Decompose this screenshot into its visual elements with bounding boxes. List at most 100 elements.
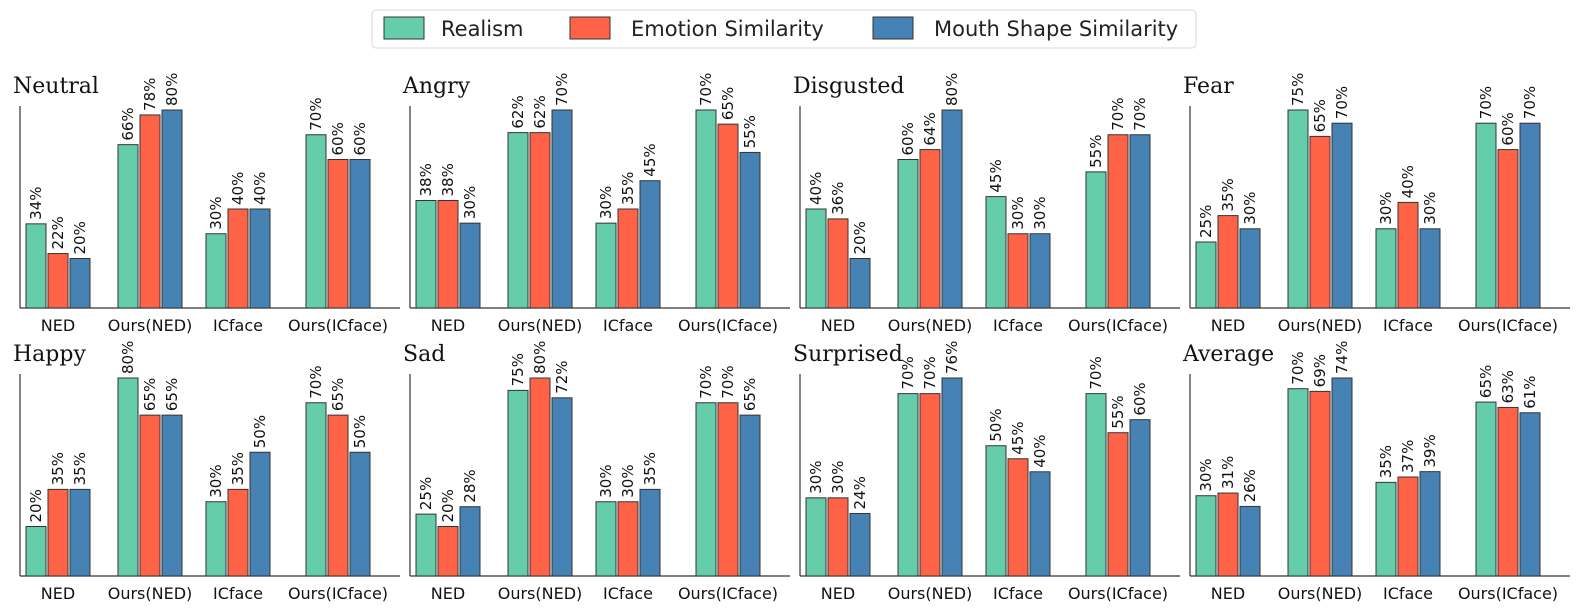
value-label-sad-2-3: 65% — [741, 378, 759, 411]
bar-neutral-2-2 — [249, 208, 271, 309]
value-label-angry-1-0: 38% — [439, 163, 457, 196]
value-label-neutral-2-0: 20% — [71, 221, 89, 254]
value-label-happy-1-1: 65% — [141, 378, 159, 411]
bar-happy-2-3 — [349, 451, 371, 577]
bar-happy-0-2 — [205, 501, 227, 577]
value-label-surprised-0-3: 70% — [1087, 356, 1105, 389]
bar-neutral-2-1 — [161, 109, 183, 309]
bar-neutral-0-3 — [305, 134, 327, 309]
bar-average-2-0 — [1239, 505, 1261, 577]
bar-angry-0-0 — [415, 200, 437, 309]
value-label-surprised-1-0: 30% — [829, 460, 847, 493]
panel-disgusted: Disgusted NED Ours(NED) ICface Ours(ICface) 4… — [793, 73, 1180, 335]
panel-title-fear: Fear — [1183, 74, 1234, 99]
value-label-fear-0-1: 75% — [1289, 73, 1307, 106]
x-tick-sad-1: Ours(NED) — [498, 584, 583, 603]
bar-fear-1-3 — [1497, 149, 1519, 309]
bar-surprised-1-0 — [827, 497, 849, 577]
legend: Realism Emotion Similarity Mouth Shape S… — [371, 9, 1197, 49]
x-tick-sad-2: ICface — [603, 584, 653, 603]
bar-surprised-2-0 — [849, 512, 871, 577]
value-label-sad-2-2: 35% — [641, 452, 659, 485]
legend-label-mouth-shape-similarity: Mouth Shape Similarity — [934, 17, 1178, 41]
panel-title-surprised: Surprised — [793, 342, 903, 367]
x-tick-surprised-0: NED — [821, 584, 855, 603]
bar-sad-1-2 — [617, 501, 639, 577]
x-tick-fear-0: NED — [1211, 316, 1245, 335]
x-tick-sad-3: Ours(ICface) — [678, 584, 778, 603]
bar-angry-1-0 — [437, 200, 459, 309]
bar-sad-2-0 — [459, 506, 481, 577]
bar-angry-1-3 — [717, 123, 739, 309]
bar-angry-0-2 — [595, 222, 617, 309]
value-label-surprised-1-3: 55% — [1109, 395, 1127, 428]
x-tick-happy-2: ICface — [213, 584, 263, 603]
value-label-surprised-0-0: 30% — [807, 460, 825, 493]
x-tick-surprised-3: Ours(ICface) — [1068, 584, 1168, 603]
value-label-angry-1-2: 35% — [619, 172, 637, 205]
bar-surprised-1-3 — [1107, 432, 1129, 577]
bar-surprised-0-0 — [805, 497, 827, 577]
bar-fear-1-0 — [1217, 215, 1239, 309]
value-label-disgusted-0-0: 40% — [807, 172, 825, 205]
bar-disgusted-0-0 — [805, 208, 827, 309]
bar-sad-1-0 — [437, 526, 459, 577]
value-label-surprised-1-2: 45% — [1009, 421, 1027, 454]
value-label-fear-1-1: 65% — [1311, 99, 1329, 132]
value-label-fear-2-1: 70% — [1333, 86, 1351, 119]
bar-angry-2-0 — [459, 222, 481, 309]
bar-angry-2-2 — [639, 180, 661, 309]
x-tick-neutral-0: NED — [41, 316, 75, 335]
value-label-neutral-2-1: 80% — [163, 73, 181, 106]
bar-disgusted-0-2 — [985, 196, 1007, 309]
bar-average-2-1 — [1331, 377, 1353, 577]
bar-neutral-1-1 — [139, 114, 161, 309]
value-label-fear-2-0: 30% — [1241, 191, 1259, 224]
bar-surprised-1-1 — [919, 393, 941, 577]
value-label-happy-0-3: 70% — [307, 365, 325, 398]
x-tick-average-3: Ours(ICface) — [1458, 584, 1558, 603]
x-tick-neutral-3: Ours(ICface) — [288, 316, 388, 335]
value-label-angry-2-3: 55% — [741, 115, 759, 148]
bar-angry-0-1 — [507, 132, 529, 309]
x-tick-happy-1: Ours(NED) — [108, 584, 193, 603]
bar-disgusted-1-0 — [827, 218, 849, 309]
bar-angry-2-3 — [739, 151, 761, 309]
value-label-fear-1-3: 60% — [1499, 112, 1517, 145]
bar-sad-0-0 — [415, 513, 437, 577]
value-label-happy-2-1: 65% — [163, 378, 181, 411]
value-label-surprised-0-2: 50% — [987, 408, 1005, 441]
bar-neutral-0-2 — [205, 233, 227, 309]
value-label-happy-0-1: 80% — [119, 341, 137, 374]
bar-neutral-1-3 — [327, 159, 349, 309]
x-tick-happy-3: Ours(ICface) — [288, 584, 388, 603]
value-label-angry-1-3: 65% — [719, 87, 737, 120]
bar-neutral-2-0 — [69, 258, 91, 309]
value-label-fear-0-2: 30% — [1377, 191, 1395, 224]
value-label-fear-0-0: 25% — [1197, 205, 1215, 238]
value-label-happy-1-3: 65% — [329, 378, 347, 411]
bar-average-2-3 — [1519, 412, 1541, 577]
bar-disgusted-2-2 — [1029, 233, 1051, 309]
bar-average-0-1 — [1287, 388, 1309, 577]
bar-disgusted-0-1 — [897, 159, 919, 309]
value-label-sad-1-3: 70% — [719, 365, 737, 398]
bar-happy-1-2 — [227, 488, 249, 577]
bar-neutral-1-0 — [47, 253, 69, 309]
bar-average-2-2 — [1419, 471, 1441, 577]
bar-fear-1-2 — [1397, 201, 1419, 309]
value-label-angry-0-3: 70% — [697, 73, 715, 106]
bar-surprised-1-2 — [1007, 458, 1029, 577]
panel-title-disgusted: Disgusted — [793, 74, 904, 99]
value-label-disgusted-2-0: 20% — [851, 221, 869, 254]
bar-sad-0-3 — [695, 402, 717, 577]
value-label-average-2-2: 39% — [1421, 434, 1439, 467]
value-label-angry-2-1: 70% — [553, 73, 571, 106]
bar-sad-2-1 — [551, 397, 573, 577]
value-label-neutral-0-1: 66% — [119, 107, 137, 140]
value-label-average-1-0: 31% — [1219, 456, 1237, 489]
value-label-average-0-2: 35% — [1377, 445, 1395, 478]
value-label-surprised-2-3: 60% — [1131, 382, 1149, 415]
bar-sad-2-2 — [639, 488, 661, 577]
